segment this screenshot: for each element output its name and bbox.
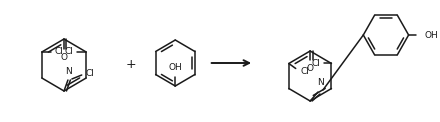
Text: N: N <box>66 67 72 76</box>
Text: +: + <box>126 59 136 71</box>
Text: Cl: Cl <box>300 67 309 76</box>
Text: Cl: Cl <box>85 70 94 78</box>
Text: O: O <box>307 64 314 73</box>
Text: N: N <box>318 78 324 87</box>
Text: O: O <box>60 53 67 62</box>
Text: Cl: Cl <box>54 47 63 56</box>
Text: OH: OH <box>169 63 182 72</box>
Text: Cl: Cl <box>311 59 320 68</box>
Text: Cl: Cl <box>65 47 74 56</box>
Text: OH: OH <box>424 30 438 40</box>
